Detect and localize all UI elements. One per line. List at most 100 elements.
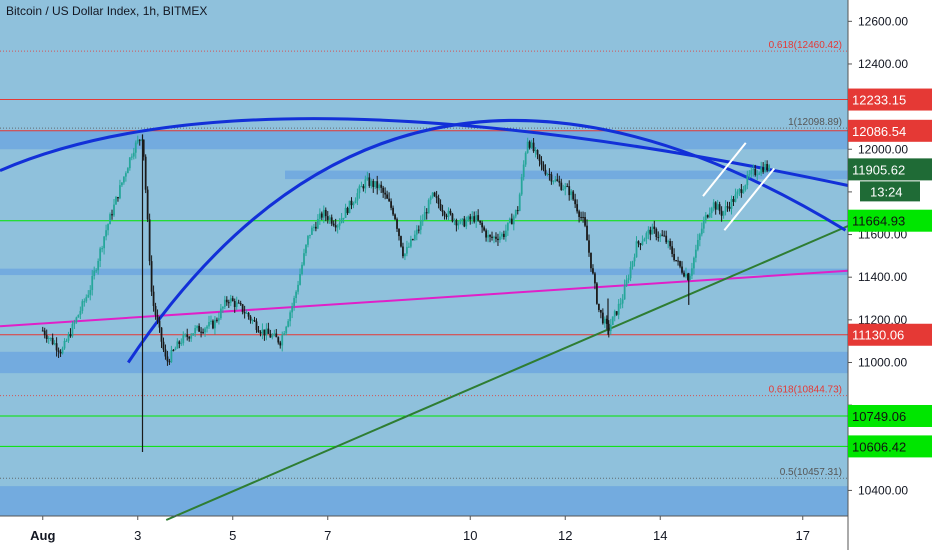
candle-body — [762, 167, 765, 172]
candle-body — [550, 174, 553, 182]
candle-body — [348, 200, 351, 214]
candle-body — [241, 304, 244, 313]
magenta-trend-line — [0, 269, 849, 328]
candle-body — [75, 317, 78, 323]
candle-body — [388, 198, 391, 202]
candle-body — [366, 177, 369, 180]
candle-body — [667, 241, 670, 243]
x-tick-label: 12 — [558, 528, 572, 543]
candle-body — [526, 141, 529, 153]
candle-body — [154, 306, 157, 316]
candle-body — [532, 142, 535, 152]
candle-body — [463, 218, 466, 227]
y-tick-label: 12000.00 — [858, 142, 908, 156]
candle-body — [261, 329, 264, 334]
price-tag-box — [848, 88, 932, 111]
candle-body — [204, 328, 206, 333]
candle-body — [487, 235, 489, 238]
candle-body — [431, 192, 434, 198]
candle-body — [214, 319, 216, 329]
candle-body — [111, 214, 113, 216]
candle-body — [627, 278, 630, 280]
candle-body — [269, 333, 272, 338]
support-resistance-zone — [0, 268, 848, 276]
candle-body — [510, 218, 513, 225]
candle-body — [501, 233, 503, 237]
rising-trend-line — [165, 225, 849, 521]
candle-body — [443, 212, 446, 216]
price-tag-box — [848, 119, 932, 142]
candle-body — [730, 198, 733, 209]
candle-body — [121, 182, 123, 186]
candle-body — [502, 233, 505, 237]
candle-body — [574, 199, 577, 205]
candle-body — [696, 239, 699, 250]
candle-body — [210, 320, 212, 322]
candle-body — [336, 225, 339, 228]
candle-body — [497, 238, 499, 241]
candle-body — [716, 204, 719, 210]
candle-body — [176, 341, 179, 349]
candle-body — [639, 243, 642, 245]
candle-body — [55, 343, 58, 351]
candle-body — [631, 261, 634, 267]
candle-body — [477, 215, 480, 221]
candle-body — [396, 219, 398, 229]
candle-body — [63, 340, 66, 349]
fib-label: 1(12098.89) — [788, 117, 842, 128]
fib-label: 0.5(10457.31) — [780, 467, 842, 478]
candle-body — [554, 179, 557, 182]
candle-body — [657, 237, 660, 239]
candle-body — [425, 212, 428, 214]
candle-body — [212, 320, 214, 329]
candle-body — [249, 316, 252, 321]
candle-body — [107, 224, 109, 231]
candle-body — [704, 215, 707, 221]
candle-body — [473, 216, 476, 222]
candle-body — [370, 180, 373, 186]
candle-body — [629, 266, 632, 279]
candle-body — [706, 215, 709, 218]
candle-body — [603, 318, 606, 324]
candle-body — [653, 226, 656, 230]
candle-body — [368, 177, 371, 186]
candle-body — [109, 214, 111, 225]
candle-body — [378, 184, 381, 189]
candle-body — [186, 334, 189, 337]
candle-body — [326, 216, 329, 220]
candle-body — [750, 170, 753, 175]
candle-body — [675, 260, 677, 262]
candle-body — [392, 207, 394, 215]
countdown-label: 13:24 — [870, 184, 903, 199]
candle-body — [467, 216, 470, 221]
price-tag-label: 11130.06 — [852, 328, 904, 343]
candle-body — [281, 334, 284, 346]
candle-body — [330, 217, 333, 224]
candle-body — [756, 174, 759, 176]
candle-body — [449, 210, 452, 214]
candle-body — [451, 213, 454, 222]
candle-body — [564, 186, 567, 190]
candle-body — [156, 315, 159, 321]
candle-body — [338, 222, 341, 226]
candle-body — [493, 236, 495, 238]
candle-body — [647, 229, 650, 234]
price-tag-label: 12233.15 — [852, 93, 906, 108]
candle-body — [411, 239, 414, 241]
candle-body — [119, 185, 121, 199]
candle-body — [491, 236, 493, 238]
candle-body — [221, 306, 224, 309]
candle-body — [548, 173, 551, 175]
candle-body — [623, 285, 626, 300]
candle-body — [285, 326, 288, 334]
candle-body — [168, 361, 171, 363]
candle-body — [746, 174, 749, 186]
candle-body — [512, 216, 515, 225]
candle-body — [409, 239, 412, 247]
candle-body — [386, 194, 389, 199]
candle-body — [601, 312, 604, 324]
y-tick-label: 12600.00 — [858, 14, 908, 28]
candle-body — [615, 311, 618, 315]
candle-body — [346, 207, 349, 214]
